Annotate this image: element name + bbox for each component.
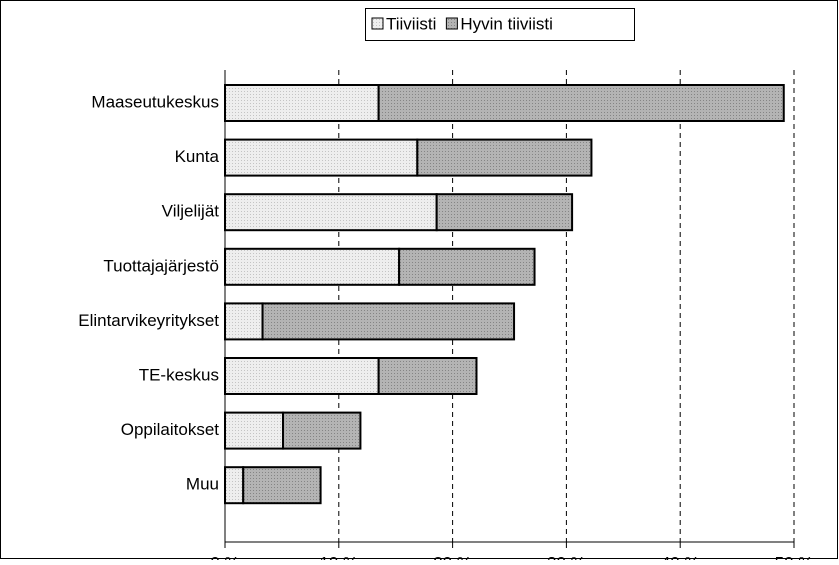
legend-swatch	[371, 17, 384, 30]
bar-segment	[398, 247, 536, 286]
bar-segment	[224, 84, 380, 122]
bar-segment	[224, 357, 380, 395]
y-tick-label: Muu	[186, 475, 219, 494]
x-tick-label: 40 %	[661, 553, 700, 560]
x-tick-label: 10 %	[319, 553, 358, 560]
legend-swatch	[445, 17, 458, 30]
bar-segment	[224, 193, 438, 232]
bar-segment	[416, 138, 593, 177]
legend-box	[365, 8, 635, 41]
bar-segment	[242, 466, 322, 505]
bar-segment	[261, 302, 516, 341]
bar-segment	[224, 138, 419, 177]
bar-segment	[224, 302, 264, 341]
legend-label: Hyvin tiiviisti	[460, 14, 553, 33]
x-tick-label: 30 %	[547, 553, 586, 560]
x-tick-label: 0 %	[210, 553, 239, 560]
bar-segment	[377, 84, 785, 122]
y-tick-label: Tuottajajärjestö	[103, 256, 219, 275]
y-tick-label: Elintarvikeyritykset	[78, 311, 219, 330]
bar-segment	[377, 357, 478, 395]
bar-segment	[282, 411, 362, 450]
bar-segment	[224, 411, 285, 450]
x-tick-label: 50 %	[775, 553, 814, 560]
y-tick-label: Viljelijät	[162, 202, 220, 221]
bar-segment	[435, 193, 574, 232]
x-tick-label: 20 %	[433, 553, 472, 560]
y-tick-label: Oppilaitokset	[121, 420, 220, 439]
bar-segment	[224, 247, 401, 286]
bar-segment	[224, 466, 245, 505]
y-tick-label: Kunta	[175, 147, 220, 166]
y-tick-label: TE-keskus	[139, 365, 219, 384]
y-tick-label: Maaseutukeskus	[91, 92, 219, 111]
legend-label: Tiiviisti	[386, 14, 436, 33]
